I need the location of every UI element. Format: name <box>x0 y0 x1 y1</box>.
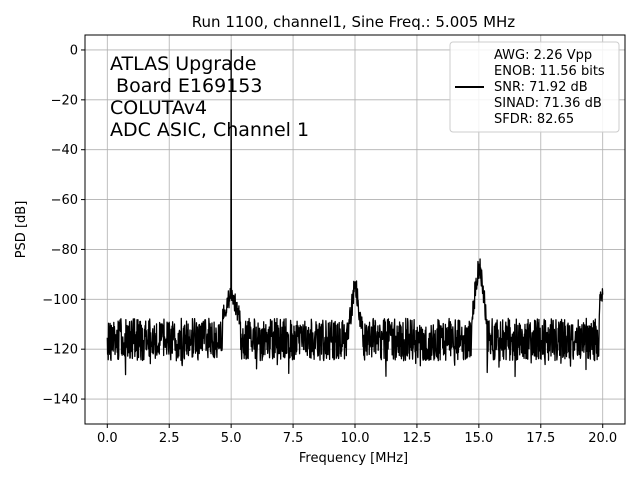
legend-line-2: ENOB: 11.56 bits <box>494 64 605 79</box>
x-tick-label: 5.0 <box>221 431 242 446</box>
legend-line-3: SNR: 71.92 dB <box>494 80 588 95</box>
y-tick-label: −120 <box>42 343 78 358</box>
legend: AWG: 2.26 Vpp ENOB: 11.56 bits SNR: 71.9… <box>449 41 620 133</box>
legend-line-5: SFDR: 82.65 <box>494 112 574 127</box>
x-axis-label: Frequency [MHz] <box>299 451 408 466</box>
annotation-line-3: COLUTAv4 <box>110 97 207 119</box>
legend-line-4: SINAD: 71.36 dB <box>494 96 602 111</box>
y-axis-label: PSD [dB] <box>14 201 29 259</box>
annotation-line-4: ADC ASIC, Channel 1 <box>110 119 309 141</box>
x-tick-label: 10.0 <box>341 431 370 446</box>
legend-line-1: AWG: 2.26 Vpp <box>494 48 592 63</box>
x-tick-label: 17.5 <box>526 431 555 446</box>
y-tick-label: −40 <box>51 143 78 158</box>
x-tick-label: 0.0 <box>97 431 118 446</box>
x-tick-label: 20.0 <box>588 431 617 446</box>
y-tick-label: −140 <box>42 393 78 408</box>
psd-line <box>106 49 604 378</box>
psd-series <box>106 49 604 378</box>
y-tick-label: −100 <box>42 293 78 308</box>
x-tick-label: 12.5 <box>402 431 431 446</box>
x-axis-ticks: 0.0 2.5 5.0 7.5 10.0 12.5 15.0 17.5 20.0 <box>97 424 617 446</box>
annotation-box: ATLAS Upgrade Board E169153 COLUTAv4 ADC… <box>110 53 309 141</box>
legend-frame <box>449 41 620 133</box>
y-tick-label: 0 <box>70 43 78 58</box>
x-tick-label: 15.0 <box>464 431 493 446</box>
annotation-line-2: Board E169153 <box>110 75 262 97</box>
y-tick-label: −80 <box>51 243 78 258</box>
chart-title: Run 1100, channel1, Sine Freq.: 5.005 MH… <box>192 13 516 31</box>
y-tick-label: −20 <box>51 93 78 108</box>
y-tick-label: −60 <box>51 193 78 208</box>
x-tick-label: 7.5 <box>283 431 304 446</box>
annotation-line-1: ATLAS Upgrade <box>110 53 256 75</box>
x-tick-label: 2.5 <box>159 431 180 446</box>
y-axis-ticks: 0 −20 −40 −60 −80 −100 −120 −140 <box>42 43 85 408</box>
